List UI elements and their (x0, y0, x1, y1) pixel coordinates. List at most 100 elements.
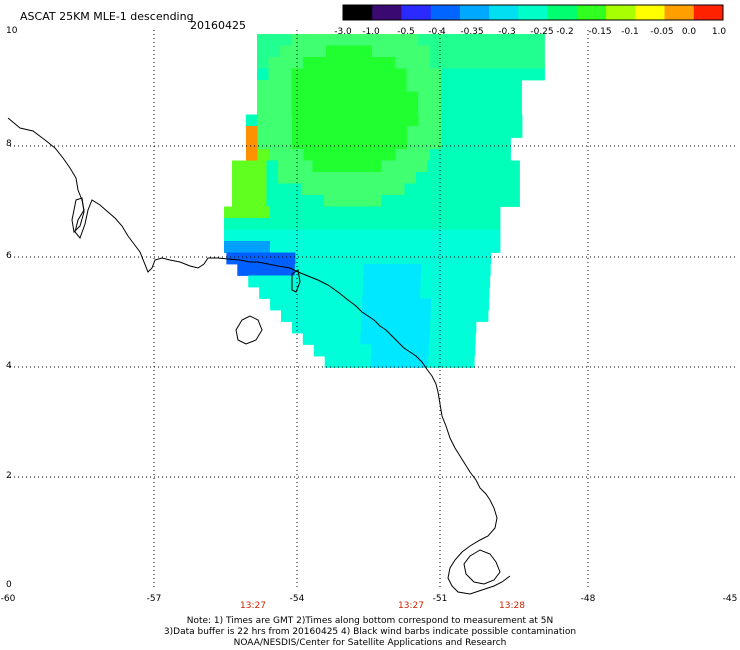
wind-cell (498, 91, 511, 104)
wind-cell (328, 275, 341, 288)
wind-cell (463, 344, 476, 357)
wind-cell (304, 310, 316, 322)
wind-cell (372, 137, 385, 150)
colorbar-label: -0.35 (460, 27, 484, 37)
wind-cell (406, 68, 419, 81)
wind-cell (487, 34, 499, 46)
wind-cell (404, 195, 417, 207)
wind-cell (384, 310, 397, 322)
colorbar-segment (372, 5, 402, 20)
wind-cell (429, 103, 442, 115)
wind-cell (282, 275, 295, 288)
wind-cell (487, 68, 499, 81)
wind-cell (498, 68, 511, 81)
x-tick-label: -54 (289, 594, 305, 604)
marajo-island (463, 549, 501, 585)
wind-cell (453, 310, 466, 322)
wind-cell (291, 91, 304, 104)
wind-cell (476, 149, 488, 161)
wind-cell (259, 287, 272, 299)
wind-cell (393, 195, 405, 207)
wind-cell (243, 183, 256, 196)
wind-cell (473, 183, 486, 196)
wind-cell (450, 160, 463, 173)
wind-cell (305, 275, 318, 288)
wind-cell (465, 229, 478, 242)
colorbar-segment (401, 5, 432, 20)
wind-cell (317, 264, 330, 276)
wind-cell (294, 264, 307, 276)
wind-cell (335, 160, 348, 173)
wind-cell (476, 114, 488, 127)
wind-cell (243, 195, 256, 207)
pass-time-label: 13:27 (398, 601, 424, 611)
wind-cell (508, 195, 520, 207)
wind-cell (431, 206, 443, 219)
wind-cell (466, 287, 479, 299)
wind-cell (335, 172, 348, 184)
wind-cell (268, 103, 281, 115)
wind-cell (496, 160, 509, 173)
wind-cell (373, 229, 386, 242)
colorbar-segment (635, 5, 666, 20)
wind-cell (395, 126, 408, 138)
wind-cell (450, 172, 463, 184)
wind-cell (442, 310, 454, 322)
wind-cell (243, 172, 256, 184)
wind-cell (350, 206, 363, 219)
wind-cell (280, 137, 293, 150)
wind-cell (430, 114, 442, 127)
colorbar-segment (664, 5, 695, 20)
wind-cell (312, 172, 325, 184)
wind-cell (464, 321, 477, 334)
wind-cell (375, 252, 388, 265)
wind-cell (352, 264, 365, 276)
wind-cell (416, 172, 428, 184)
wind-cell (510, 91, 522, 104)
wind-cell (464, 91, 476, 104)
wind-cell (278, 183, 290, 196)
wind-cell (293, 298, 305, 311)
wind-cell (349, 68, 361, 81)
wind-cell (439, 172, 451, 184)
wind-cell (301, 172, 313, 184)
wind-cell (269, 126, 281, 138)
wind-cell (464, 114, 477, 127)
wind-cell (247, 206, 259, 219)
wind-cell (266, 195, 279, 207)
wind-cell (303, 137, 316, 150)
wind-cell (289, 195, 302, 207)
pass-time-label: 13:27 (240, 601, 266, 611)
wind-cell (347, 160, 359, 173)
coastline-island-3 (71, 197, 85, 234)
wind-cell (375, 264, 388, 276)
wind-cell (429, 321, 442, 334)
wind-cell (476, 310, 489, 322)
y-tick-label: 4 (6, 361, 12, 371)
wind-cell (510, 80, 522, 92)
wind-cell (452, 91, 465, 104)
wind-cell (292, 114, 304, 127)
wind-cell (360, 91, 373, 104)
wind-cell (291, 45, 304, 58)
wind-cell (258, 241, 271, 253)
wind-cell (303, 114, 316, 127)
wind-cell (510, 114, 523, 127)
colorbar-label: -0.2 (556, 27, 574, 37)
wind-cell (270, 298, 282, 311)
wind-cell (383, 103, 396, 115)
wind-cell (314, 333, 327, 345)
wind-cell (406, 333, 419, 345)
wind-cell (430, 126, 442, 138)
wind-cell (442, 229, 455, 242)
wind-cell (453, 114, 465, 127)
wind-cell (421, 264, 434, 276)
wind-cell (327, 229, 340, 242)
wind-cell (475, 80, 488, 92)
wind-cell (396, 241, 409, 253)
wind-cell (257, 137, 270, 150)
wind-cell (396, 310, 408, 322)
wind-cell (315, 310, 328, 322)
wind-cell (360, 103, 373, 115)
wind-cell (303, 149, 316, 161)
